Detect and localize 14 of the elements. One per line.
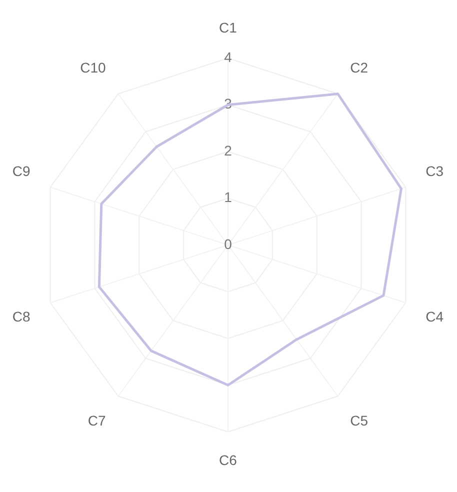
spoke-label: C1 bbox=[219, 20, 238, 36]
spoke-label: C2 bbox=[350, 59, 368, 76]
spoke-label: C4 bbox=[426, 308, 444, 324]
spoke-label: C7 bbox=[88, 412, 106, 428]
y-tick-label: 1 bbox=[224, 189, 232, 206]
spoke-label: C10 bbox=[80, 59, 106, 76]
spoke-label: C6 bbox=[219, 452, 238, 468]
spoke-label: C3 bbox=[426, 163, 444, 180]
spoke-label: C5 bbox=[350, 412, 368, 428]
y-tick-label: 4 bbox=[224, 49, 232, 66]
spoke-label: C8 bbox=[12, 308, 31, 324]
y-tick-label: 0 bbox=[224, 236, 232, 252]
y-tick-label: 2 bbox=[224, 142, 232, 158]
spoke-label: C9 bbox=[12, 163, 31, 180]
